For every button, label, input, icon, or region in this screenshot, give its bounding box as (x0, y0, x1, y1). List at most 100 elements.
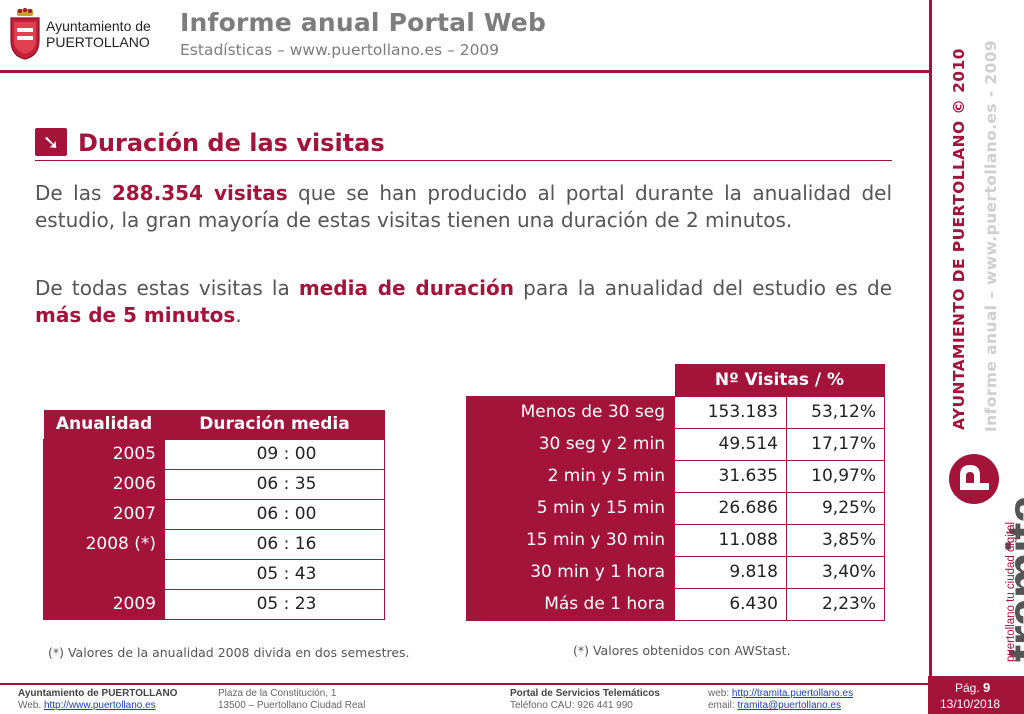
coat-of-arms-icon (10, 8, 40, 60)
visits-table-footnote: (*) Valores obtenidos con AWStast. (573, 643, 791, 658)
empty-header-cell (466, 364, 675, 396)
table-header-row: Anualidad Duración media (43, 410, 385, 439)
visit-duration-distribution-table: Nº Visitas / % Menos de 30 seg 153.183 53,… (466, 364, 885, 621)
header-divider (0, 70, 930, 73)
summary-paragraph-1: De las 288.354 visitas que se han produc… (35, 180, 892, 234)
p1-text-a: De las (35, 181, 112, 205)
arrow-right-down-icon: ➘ (35, 128, 67, 156)
table-header-row: Nº Visitas / % (466, 364, 885, 396)
visits-cell: 31.635 (674, 459, 787, 493)
page-date: 13/10/2018 (940, 697, 1001, 711)
footer-portal-name: Portal de Servicios Telemáticos (510, 688, 660, 699)
percent-cell: 17,17% (786, 427, 885, 461)
organization-name: Ayuntamiento de PUERTOLLANO (46, 18, 151, 50)
side-divider (929, 0, 932, 683)
p2-text-a: De todas estas visitas la (35, 276, 299, 300)
annual-duration-table: Anualidad Duración media 2005 09 : 00 200… (43, 410, 385, 620)
footer-divider (0, 683, 1024, 685)
table-row: 5 min y 15 min 26.686 9,25% (466, 491, 885, 525)
range-cell: 5 min y 15 min (466, 491, 675, 525)
page-number-value: 9 (983, 680, 991, 695)
duration-cell: 06 : 00 (164, 498, 385, 530)
duration-cell: 05 : 23 (164, 588, 385, 620)
footer-address-line-2: 13500 – Puertollano Ciudad Real (218, 700, 366, 711)
duration-cell: 06 : 35 (164, 468, 385, 500)
range-cell: 15 min y 30 min (466, 523, 675, 557)
table-row: 30 seg y 2 min 49.514 17,17% (466, 427, 885, 461)
p1-highlight-visits: 288.354 visitas (111, 181, 288, 205)
footer-web-label: Web. (18, 700, 44, 711)
percent-cell: 9,25% (786, 491, 885, 525)
range-cell: 30 seg y 2 min (466, 427, 675, 461)
column-header-duration: Duración media (164, 410, 385, 439)
tramita-logo-tagline: puertollano tu ciudad digital (1005, 521, 1017, 662)
range-cell: 30 min y 1 hora (466, 555, 675, 589)
visits-cell: 153.183 (674, 395, 787, 429)
footer-web-link[interactable]: http://www.puertollano.es (43, 700, 156, 711)
year-cell: 2007 (43, 498, 165, 530)
footer-email-label: email: (708, 700, 738, 711)
footer-portal-web-link[interactable]: http://tramita.puertollano.es (731, 688, 854, 699)
table-row: 2005 09 : 00 (43, 438, 385, 470)
visits-cell: 26.686 (674, 491, 787, 525)
vertical-report-name: Informe anual – www.puertollano.es - 200… (982, 39, 1000, 432)
duration-cell: 05 : 43 (164, 558, 385, 590)
org-line-2: PUERTOLLANO (46, 34, 150, 50)
range-cell: Más de 1 hora (466, 587, 675, 621)
footer-address: Plaza de la Constitución, 1 13500 – Puer… (218, 688, 365, 712)
report-subtitle: Estadísticas – www.puertollano.es – 2009 (180, 41, 500, 59)
org-line-1: Ayuntamiento de (46, 18, 151, 34)
table-row: 2007 06 : 00 (43, 498, 385, 530)
table-row: 05 : 43 (43, 558, 385, 590)
footer-org-name: Ayuntamiento de PUERTOLLANO (18, 688, 178, 699)
column-header-visits-percent: Nº Visitas / % (674, 364, 885, 396)
summary-paragraph-2: De todas estas visitas la media de durac… (35, 275, 892, 329)
column-header-year: Anualidad (43, 410, 165, 439)
table-row: 2009 05 : 23 (43, 588, 385, 620)
duration-cell: 09 : 00 (164, 438, 385, 470)
p2-highlight-duration: más de 5 minutos (35, 303, 236, 327)
range-cell: Menos de 30 seg (466, 395, 675, 429)
table-row: 2008 (*) 06 : 16 (43, 528, 385, 560)
p2-highlight-media: media de duración (298, 276, 514, 300)
footer-org: Ayuntamiento de PUERTOLLANO Web. http://… (18, 688, 177, 712)
footer-email-link[interactable]: tramita@puertollano.es (737, 700, 841, 711)
percent-cell: 10,97% (786, 459, 885, 493)
footer-portal-web-label: web: (708, 688, 732, 699)
section-title: Duración de las visitas (78, 129, 385, 157)
vertical-org-copyright: AYUNTAMIENTO DE PUERTOLLANO © 2010 (950, 48, 968, 430)
tramita-logo-icon (949, 454, 999, 504)
table-row: 2006 06 : 35 (43, 468, 385, 500)
percent-cell: 53,12% (786, 395, 885, 429)
annual-table-footnote: (*) Valores de la anualidad 2008 divida … (48, 645, 410, 660)
footer-contact: web: http://tramita.puertollano.es email… (708, 688, 853, 712)
table-row: 30 min y 1 hora 9.818 3,40% (466, 555, 885, 589)
p2-text-c: para la anualidad del estudio es de (514, 276, 892, 300)
section-underline (35, 160, 892, 161)
range-cell: 2 min y 5 min (466, 459, 675, 493)
footer-address-line-1: Plaza de la Constitución, 1 (218, 688, 337, 699)
visits-cell: 9.818 (674, 555, 787, 589)
page-indicator-box (928, 676, 1024, 714)
percent-cell: 3,40% (786, 555, 885, 589)
year-cell (43, 558, 165, 590)
table-row: 15 min y 30 min 11.088 3,85% (466, 523, 885, 557)
table-row: Menos de 30 seg 153.183 53,12% (466, 395, 885, 429)
page-label: Pág. (955, 681, 984, 695)
percent-cell: 2,23% (786, 587, 885, 621)
year-cell: 2006 (43, 468, 165, 500)
visits-cell: 6.430 (674, 587, 787, 621)
table-row: Más de 1 hora 6.430 2,23% (466, 587, 885, 621)
table-row: 2 min y 5 min 31.635 10,97% (466, 459, 885, 493)
footer-phone: Teléfono CAU: 926 441 990 (510, 700, 633, 711)
year-cell: 2009 (43, 588, 165, 620)
duration-cell: 06 : 16 (164, 528, 385, 560)
page-number: Pág. 9 (955, 680, 990, 695)
year-cell: 2005 (43, 438, 165, 470)
visits-cell: 11.088 (674, 523, 787, 557)
page-header: Ayuntamiento de PUERTOLLANO Informe anua… (0, 0, 930, 73)
p1-text-c: que se han producido al portal durante l… (35, 181, 892, 232)
p2-text-e: . (235, 303, 242, 327)
footer-portal: Portal de Servicios Telemáticos Teléfono… (510, 688, 660, 712)
report-title: Informe anual Portal Web (180, 8, 547, 37)
